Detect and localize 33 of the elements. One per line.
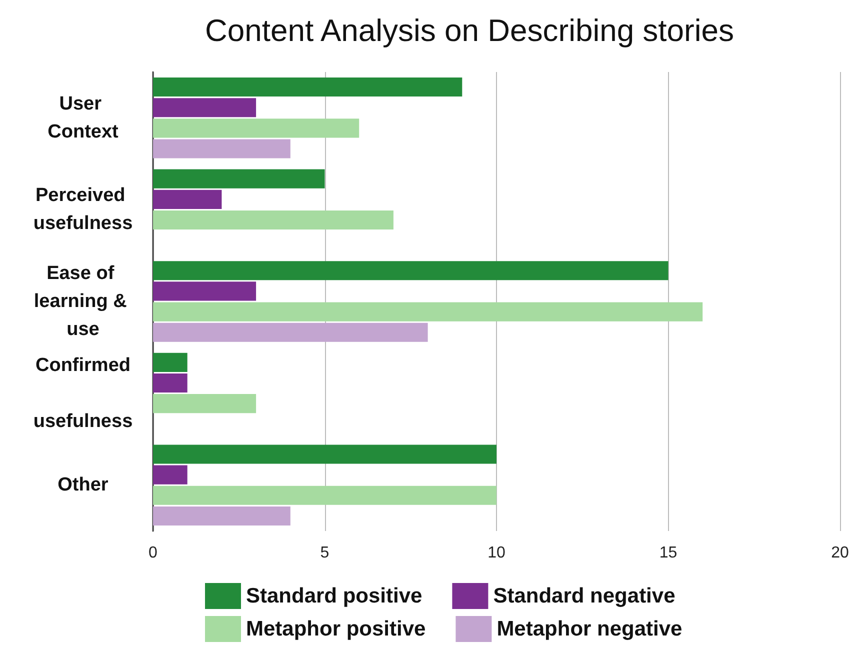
chart-title: Content Analysis on Describing stories	[205, 13, 734, 48]
y-tick-label: Perceived usefulness	[33, 185, 133, 234]
y-tick-label: Ease of learning & use	[34, 263, 132, 340]
bar	[153, 352, 188, 372]
x-tick-label: 5	[320, 544, 330, 562]
bar	[153, 373, 188, 393]
bar	[153, 506, 290, 526]
legend-label: Standard positive	[246, 584, 422, 608]
bar	[153, 78, 462, 97]
legend-label: Metaphor negative	[496, 618, 682, 640]
bar	[153, 169, 325, 188]
x-tick-label: 15	[659, 544, 678, 562]
bar	[153, 322, 428, 342]
bar	[153, 261, 668, 280]
bar	[153, 118, 360, 138]
bar	[153, 444, 496, 464]
y-tick-label: Other	[58, 474, 109, 496]
bar	[153, 465, 188, 484]
bar	[153, 282, 256, 301]
bar	[153, 98, 256, 118]
bar	[153, 139, 290, 158]
y-tick-label: User Context	[48, 93, 120, 142]
legend-label: Standard negative	[493, 584, 676, 608]
bar	[153, 486, 496, 505]
x-tick-label: 10	[488, 544, 506, 562]
bar	[153, 190, 222, 209]
category-label: Confirmed usefulness	[33, 354, 133, 432]
legend-label: Metaphor positive	[246, 618, 426, 640]
bar	[153, 210, 394, 230]
x-tick-label: 20	[831, 544, 849, 562]
bar	[153, 302, 703, 322]
bar	[153, 394, 256, 414]
x-tick-label: 0	[148, 544, 158, 562]
